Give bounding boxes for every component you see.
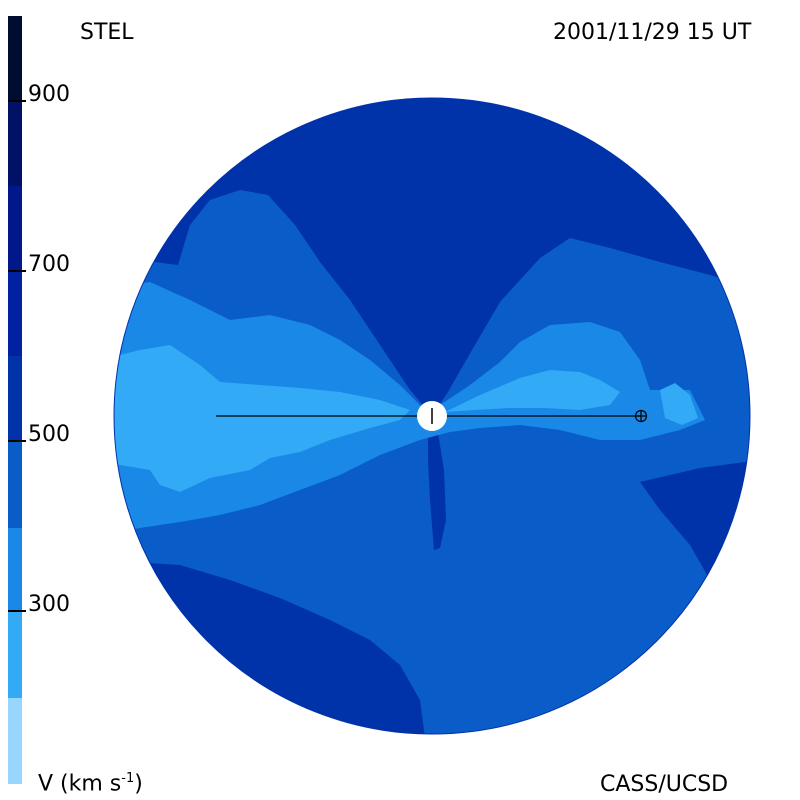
colorbar-tick-900 — [8, 100, 26, 102]
velocity-colorbar — [8, 16, 22, 784]
colorbar-segment-700-800 — [8, 186, 22, 272]
colorbar-segment-300-400 — [8, 528, 22, 612]
credit-label: CASS/UCSD — [600, 772, 729, 797]
colorbar-tick-label-500: 500 — [28, 422, 70, 447]
colorbar-segment-800-900 — [8, 102, 22, 186]
sun-icon — [417, 401, 447, 431]
colorbar-tick-label-700: 700 — [28, 252, 70, 277]
velocity-unit-close: ) — [134, 771, 143, 797]
very-slow-wind-region — [114, 345, 410, 492]
velocity-unit-text: V (km s — [38, 771, 122, 797]
timestamp-label: 2001/11/29 15 UT — [553, 20, 752, 45]
earth-icon — [634, 409, 648, 423]
colorbar-segment-400-500 — [8, 442, 22, 528]
colorbar-tick-label-300: 300 — [28, 592, 70, 617]
colorbar-segment-600-700 — [8, 272, 22, 356]
very-slow-wind-east-patch — [660, 383, 698, 425]
colorbar-segment-900-1000 — [8, 16, 22, 102]
colorbar-segment-200-300 — [8, 612, 22, 698]
colorbar-segment-100-200 — [8, 698, 22, 784]
colorbar-tick-700 — [8, 270, 26, 272]
heliosphere-disk-outline — [113, 97, 751, 735]
colorbar-tick-300 — [8, 610, 26, 612]
colorbar-tick-label-900: 900 — [28, 82, 70, 107]
velocity-unit-label: V (km s-1) — [38, 772, 143, 795]
colorbar-tick-500 — [8, 440, 26, 442]
fast-wind-north-region — [114, 98, 750, 416]
observer-label: STEL — [80, 20, 134, 45]
fast-wind-spike — [428, 420, 446, 550]
velocity-unit-exponent: -1 — [121, 771, 135, 786]
colorbar-segment-500-600 — [8, 356, 22, 442]
very-slow-wind-east-region — [445, 370, 620, 412]
